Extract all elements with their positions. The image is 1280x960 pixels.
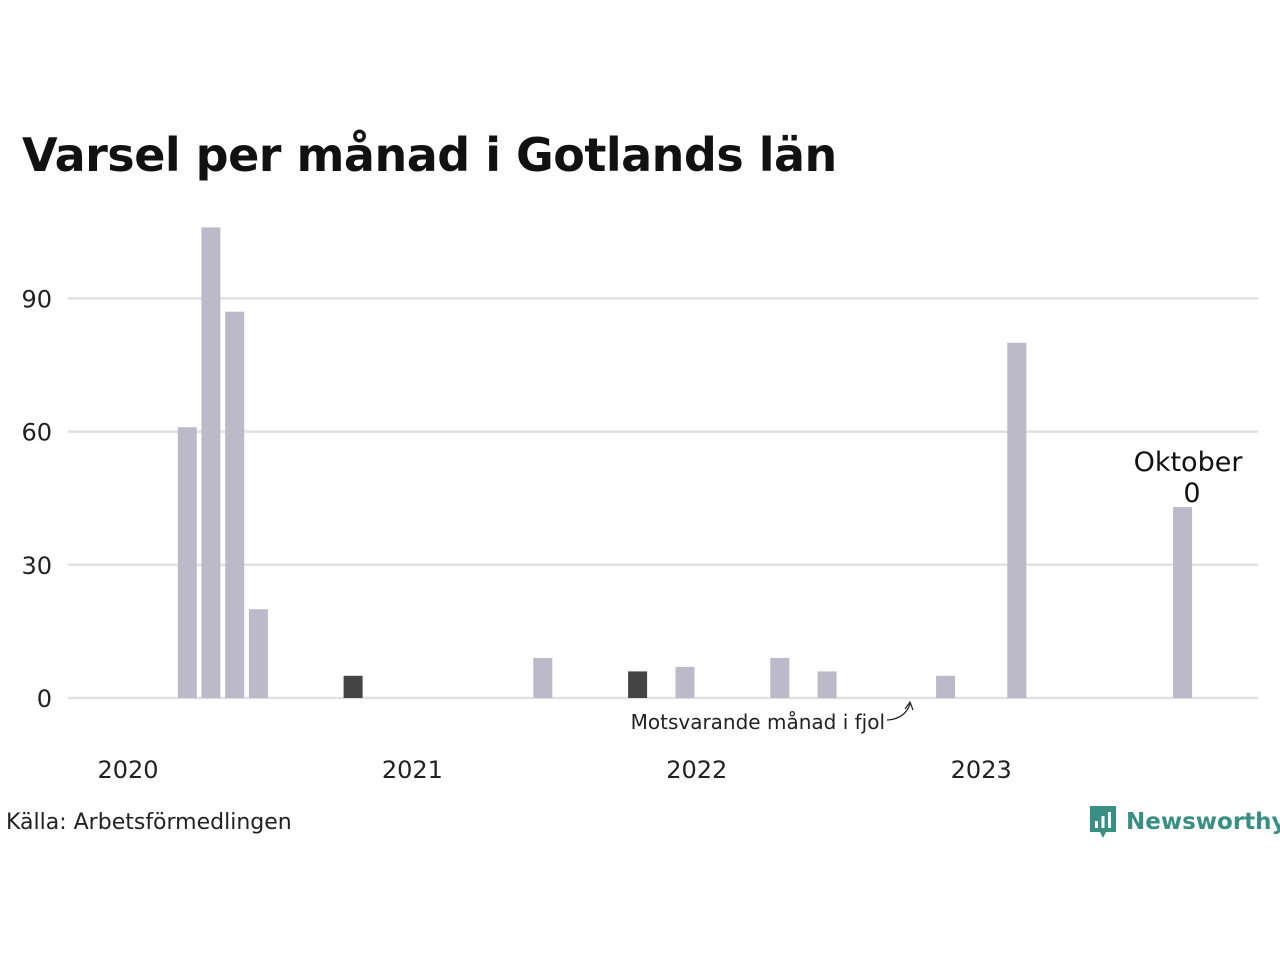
bar-2020-06 <box>248 609 268 698</box>
gridlines <box>68 297 1258 700</box>
chart-title: Varsel per månad i Gotlands län <box>22 128 837 182</box>
previous-year-note: Motsvarande månad i fjol <box>631 710 885 734</box>
bars <box>177 227 1193 698</box>
previous-year-arrow <box>886 703 911 721</box>
y-axis-ticks: 0 30 60 90 <box>21 285 52 713</box>
bar-2022-06 <box>817 671 837 698</box>
bar-2023-09 <box>1173 507 1193 698</box>
last-month-label: Oktober <box>1134 447 1244 478</box>
bar-2021-10 <box>628 671 648 698</box>
y-tick-label: 30 <box>21 552 52 580</box>
bar-2020-10 <box>343 675 363 698</box>
newsworthy-logo-icon <box>1090 806 1116 838</box>
bar-2020-05 <box>225 311 245 698</box>
annotations: Oktober 0 Motsvarande månad i fjol <box>631 447 1244 734</box>
brand-logo[interactable]: Newsworthy <box>1088 804 1280 840</box>
y-tick-label: 60 <box>21 419 52 447</box>
x-tick-label: 2021 <box>382 756 443 784</box>
brand-name: Newsworthy <box>1126 809 1280 835</box>
bar-2020-04 <box>201 227 221 698</box>
x-axis-ticks: 2020 2021 2022 2023 <box>97 756 1011 784</box>
source-note: Källa: Arbetsförmedlingen <box>6 810 292 835</box>
y-tick-label: 90 <box>21 285 52 313</box>
previous-year-arrowhead <box>904 700 914 711</box>
bar-2020-03 <box>177 427 197 698</box>
y-tick-label: 0 <box>37 685 52 713</box>
bar-2021-06 <box>533 658 553 698</box>
bar-2023-02 <box>1007 342 1027 698</box>
bar-2022-04 <box>770 658 790 698</box>
x-tick-label: 2022 <box>666 756 727 784</box>
bar-2021-12 <box>675 666 695 698</box>
last-month-value: 0 <box>1183 478 1200 509</box>
bar-2022-11 <box>936 675 956 698</box>
x-tick-label: 2020 <box>97 756 158 784</box>
x-tick-label: 2023 <box>951 756 1012 784</box>
